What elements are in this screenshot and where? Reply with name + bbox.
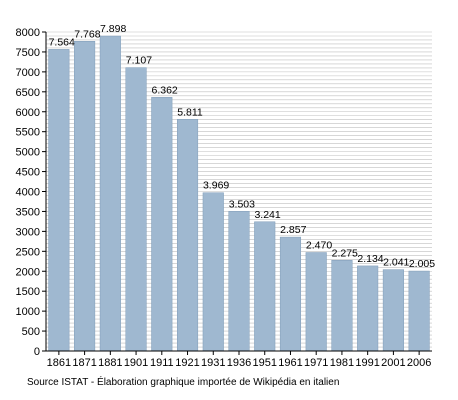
y-tick-label: 4000 [16,187,40,199]
x-tick-label-1936: 1936 [227,357,251,369]
y-tick-label: 7000 [16,67,40,79]
x-tick-label-1881: 1881 [98,357,122,369]
bar-1901 [125,67,147,352]
bar-2001 [382,269,404,352]
data-label-1951: 3.241 [254,209,280,221]
bar-2006 [408,270,430,352]
y-tick-label: 6500 [16,87,40,99]
y-tick-label: 0 [34,346,40,358]
data-label-1901: 7.107 [126,55,152,67]
x-tick-label-1861: 1861 [47,357,71,369]
x-tick-label-1981: 1981 [330,357,354,369]
x-tick-label-1921: 1921 [175,357,199,369]
x-tick-label-1871: 1871 [72,357,96,369]
y-tick-label: 4500 [16,167,40,179]
y-tick-label: 7500 [16,47,40,59]
x-tick-label-1971: 1971 [304,357,328,369]
y-tick-label: 2500 [16,246,40,258]
bar-1991 [357,265,379,352]
y-tick-label: 5500 [16,127,40,139]
y-axis: 0 500 1000 1500 2000 2500 3000 3500 4000 4500 5000… [16,27,47,358]
data-label-1871: 7.768 [74,28,100,40]
x-tick-label-1911: 1911 [150,357,174,369]
x-tick-label-1961: 1961 [278,357,302,369]
y-tick-label: 3000 [16,226,40,238]
x-tick-label-2001: 2001 [381,357,405,369]
bar-1971 [305,252,327,352]
bar-1931 [202,192,224,352]
x-tick-label-1951: 1951 [252,357,276,369]
data-label-1981: 2.275 [332,247,358,259]
data-label-1861: 7.564 [49,36,75,48]
data-label-1971: 2.470 [306,240,332,252]
bar-1921 [176,119,199,352]
data-label-2006: 2.005 [409,258,435,270]
y-tick-label: 8000 [16,27,40,39]
data-label-1936: 3.503 [229,198,255,210]
y-tick-label: 500 [22,326,40,338]
bar-1861 [48,49,70,352]
y-tick-label: 1500 [16,286,40,298]
x-tick-label-2006: 2006 [407,357,431,369]
source-note: Source ISTAT - Élaboration graphique imp… [27,377,340,388]
bar-1951 [254,221,276,352]
bars [48,35,430,352]
bar-1936 [228,211,250,352]
x-tick-label-1991: 1991 [355,357,379,369]
y-tick-label: 1000 [16,306,40,318]
data-label-1881: 7.898 [100,23,126,35]
data-label-1931: 3.969 [203,180,229,192]
y-tick-label: 6000 [16,107,40,119]
y-tick-label: 5000 [16,147,40,159]
y-tick-label: 2000 [16,266,40,278]
x-tick-label-1931: 1931 [201,357,225,369]
data-label-1991: 2.134 [357,253,383,265]
bar-1961 [279,236,302,352]
data-label-1921: 5.811 [177,106,203,118]
data-label-2001: 2.041 [383,257,409,269]
y-tick-label: 3500 [16,206,40,218]
x-tick-label-1901: 1901 [124,357,148,369]
bar-1981 [331,260,353,352]
bar-1911 [151,97,173,352]
bar-1881 [99,35,121,352]
data-label-1961: 2.857 [280,224,306,236]
data-label-1911: 6.362 [152,84,178,96]
bar-1871 [74,41,96,352]
x-axis: 1861 1871 1881 1901 1911 1921 1931 1936 1951 1961… [46,350,432,369]
